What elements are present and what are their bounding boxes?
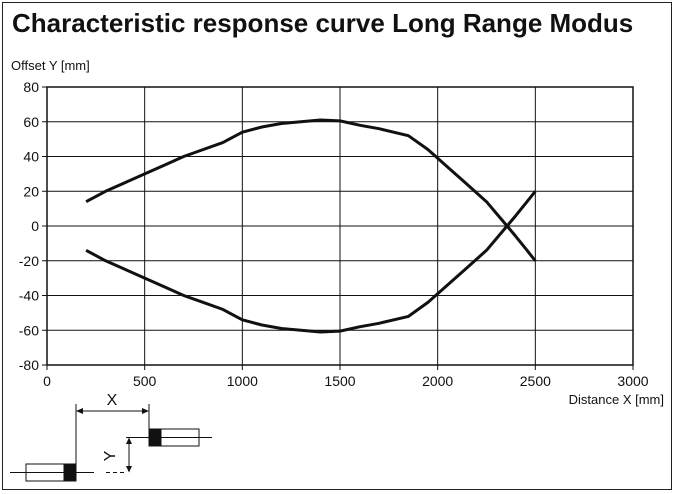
y-axis-label: Offset Y [mm]	[11, 58, 90, 73]
y-tick-label: 60	[23, 114, 39, 130]
lower-response-curve	[85, 190, 537, 334]
y-dimension-arrow	[106, 437, 132, 473]
chart-title: Characteristic response curve Long Range…	[12, 8, 634, 38]
x-tick-label: 1500	[324, 373, 355, 389]
x-tick-label: 1000	[227, 373, 258, 389]
emitter-sensor-icon	[10, 463, 94, 482]
y-tick-label: -20	[19, 253, 39, 269]
y-tick-label: 0	[31, 218, 39, 234]
x-tick-label: 2500	[520, 373, 551, 389]
x-tick-label: 0	[43, 373, 51, 389]
y-tick-label: 80	[23, 79, 39, 95]
upper-response-curve	[85, 118, 537, 262]
y-tick-label: -40	[19, 288, 39, 304]
y-dimension-label: Y	[102, 450, 119, 461]
x-dimension-arrow	[76, 408, 149, 414]
x-tick-label: 2000	[422, 373, 453, 389]
x-tick-label: 3000	[617, 373, 648, 389]
curves	[85, 118, 537, 334]
y-tick-label: -60	[19, 322, 39, 338]
x-tick-labels: 0 500 1000 1500 2000 2500 3000	[43, 373, 649, 389]
y-tick-labels: 80 60 40 20 0 -20 -40 -60 -80	[19, 79, 39, 373]
y-tick-label: 20	[23, 183, 39, 199]
x-tick-label: 500	[133, 373, 157, 389]
setup-diagram	[10, 404, 212, 482]
figure-frame	[2, 2, 672, 490]
receiver-sensor-icon	[126, 428, 212, 447]
x-dimension-label: X	[107, 392, 118, 409]
grid	[42, 86, 634, 370]
x-axis-label: Distance X [mm]	[569, 392, 664, 407]
y-tick-label: 40	[23, 149, 39, 165]
y-tick-label: -80	[19, 357, 39, 373]
